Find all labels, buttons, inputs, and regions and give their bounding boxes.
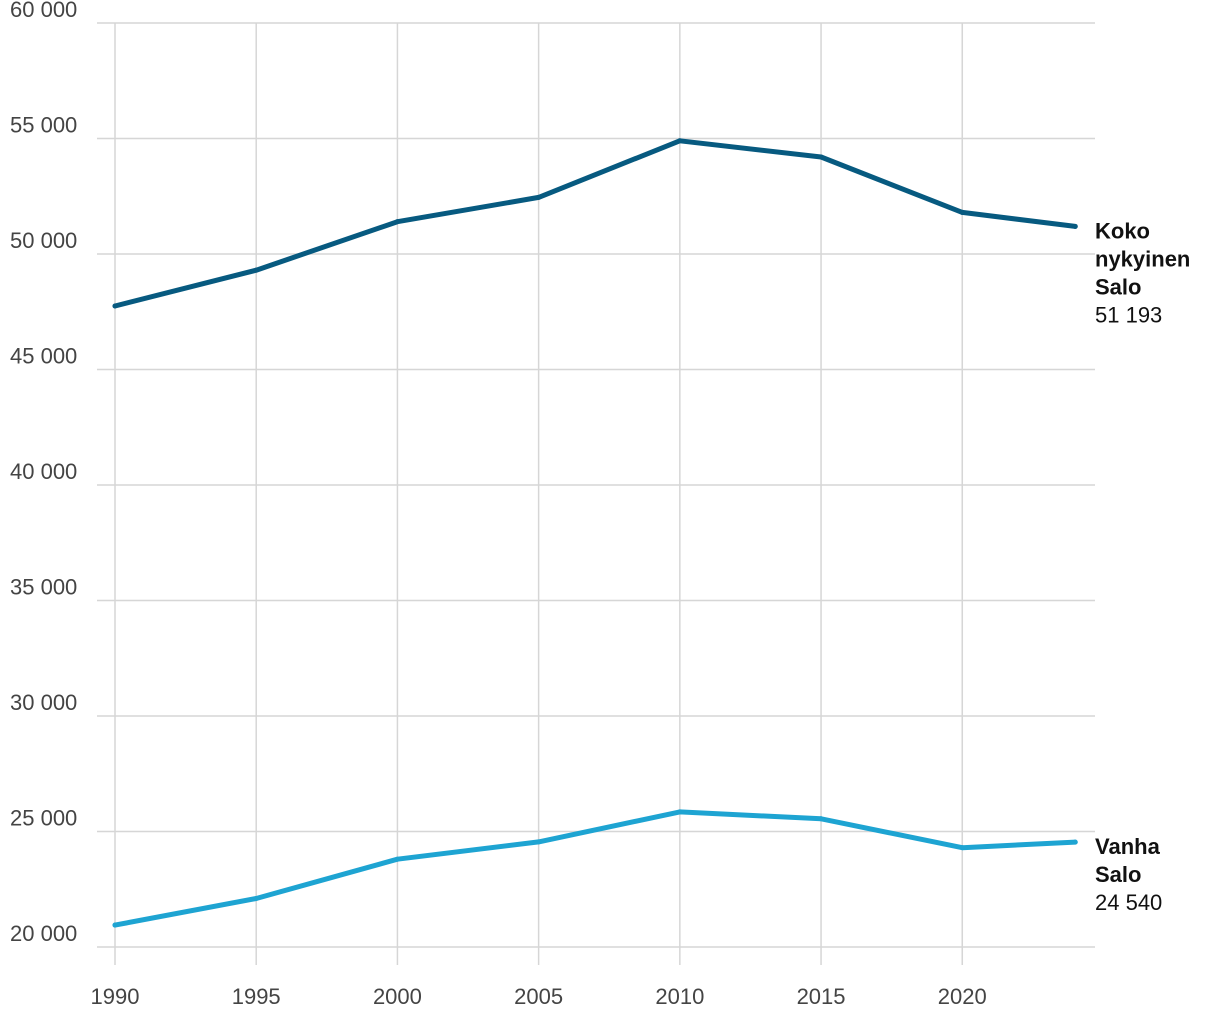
data-point [253, 895, 259, 901]
x-tick-label: 1995 [232, 984, 281, 1009]
y-tick-label: 45 000 [10, 344, 77, 369]
data-point [394, 219, 400, 225]
y-tick-label: 50 000 [10, 228, 77, 253]
y-axis-tick-labels: 20 000 25 000 30 000 35 000 40 000 45 000 50 0… [10, 0, 77, 946]
y-tick-label: 30 000 [10, 690, 77, 715]
series-name-label: Salo [1095, 274, 1141, 299]
data-point [536, 194, 542, 200]
data-point [959, 845, 965, 851]
data-point [959, 209, 965, 215]
y-tick-label: 25 000 [10, 806, 77, 831]
data-point [818, 154, 824, 160]
data-point [677, 138, 683, 144]
y-tick-label: 20 000 [10, 921, 77, 946]
series-end-labels: Koko nykyinen Salo 51 193 Vanha Salo 24 540 [1095, 218, 1190, 915]
data-point [818, 816, 824, 822]
data-point [536, 839, 542, 845]
data-point [394, 856, 400, 862]
x-tick-label: 2005 [514, 984, 563, 1009]
series-line-0 [112, 138, 1078, 309]
series-value-label: 24 540 [1095, 890, 1162, 915]
series-name-label: Koko [1095, 218, 1150, 243]
x-tick-label: 2020 [938, 984, 987, 1009]
y-tick-label: 40 000 [10, 459, 77, 484]
x-tick-label: 2015 [797, 984, 846, 1009]
series-name-label: Salo [1095, 862, 1141, 887]
data-point [1072, 223, 1078, 229]
grid-lines [97, 22, 1095, 965]
data-point [112, 922, 118, 928]
data-point [1072, 839, 1078, 845]
x-tick-label: 1990 [91, 984, 140, 1009]
series-name-label: nykyinen [1095, 246, 1190, 271]
y-tick-label: 60 000 [10, 0, 77, 22]
data-point [253, 267, 259, 273]
data-point [677, 809, 683, 815]
x-axis-tick-labels: 1990 1995 2000 2005 2010 2015 2020 [91, 984, 987, 1009]
data-point [112, 303, 118, 309]
series-value-label: 51 193 [1095, 302, 1162, 327]
x-tick-label: 2010 [655, 984, 704, 1009]
y-tick-label: 55 000 [10, 113, 77, 138]
series-lines [112, 138, 1078, 928]
series-line-1 [112, 809, 1078, 928]
x-tick-label: 2000 [373, 984, 422, 1009]
y-tick-label: 35 000 [10, 575, 77, 600]
series-name-label: Vanha [1095, 834, 1161, 859]
